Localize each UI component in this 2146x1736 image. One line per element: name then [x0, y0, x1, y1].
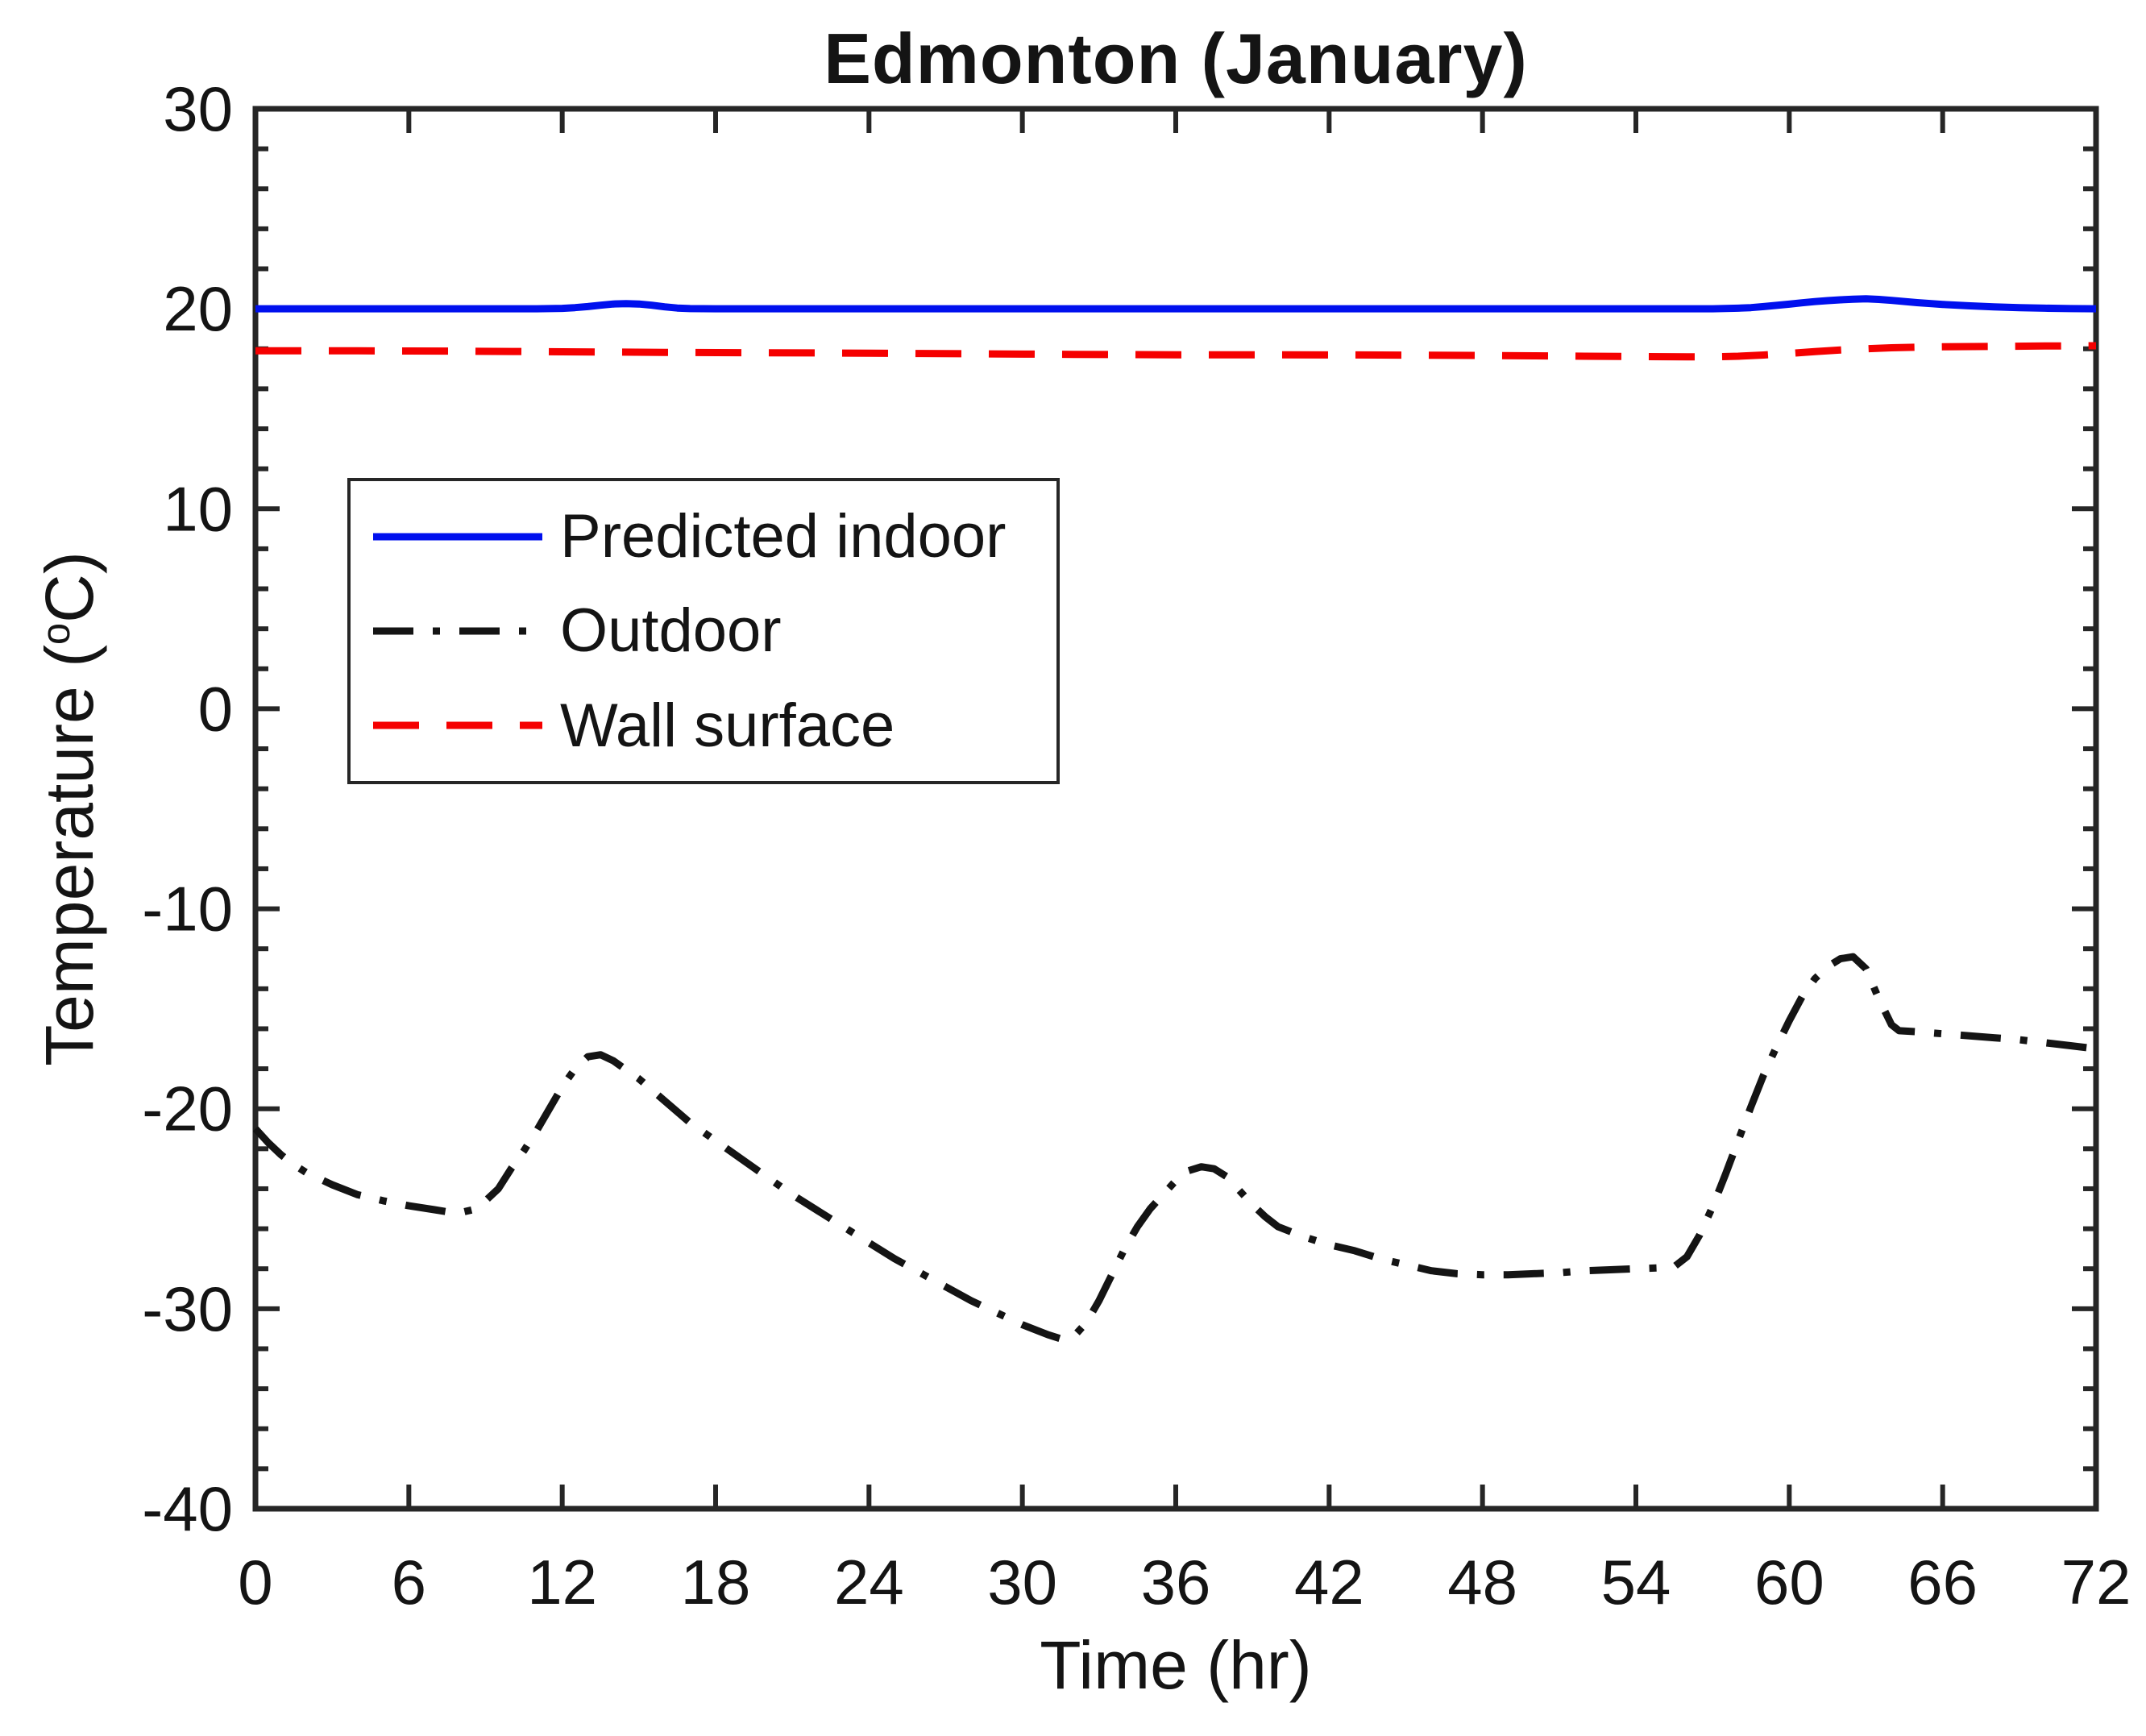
chart-title: Edmonton (January) [255, 18, 2096, 100]
y-axis-label: Temperature (oC) [31, 109, 109, 1509]
y-axis-label-degree: o [35, 622, 78, 645]
series-indoor-line [255, 295, 2097, 313]
y-tick-label: -40 [142, 1473, 233, 1544]
y-tick-label: -10 [142, 874, 233, 945]
legend-label: Predicted indoor [560, 502, 1007, 571]
legend-item-predicted-indoor: Predicted indoor [351, 501, 1056, 571]
y-tick-label: 10 [163, 473, 233, 544]
x-tick-label: 30 [987, 1547, 1057, 1618]
legend-item-wall-surface: Wall surface [351, 691, 1056, 761]
x-tick-label: 12 [527, 1547, 597, 1618]
x-axis-label-text: Time (hr) [1040, 1627, 1312, 1703]
x-tick-label: 60 [1754, 1547, 1824, 1618]
y-axis-ticks: 30 20 10 0 -10 -20 -30 -40 [142, 73, 2096, 1544]
x-tick-label: 66 [1907, 1547, 1978, 1618]
x-tick-label: 54 [1601, 1547, 1671, 1618]
x-axis-ticks: 0 6 12 18 24 30 36 42 48 54 60 66 72 [238, 109, 2131, 1618]
legend-box: Predicted indoor Outdoor Wall surface [347, 478, 1060, 784]
y-tick-label: -20 [142, 1074, 233, 1144]
plot-border [252, 106, 2099, 1512]
legend-label: Outdoor [560, 596, 782, 666]
y-tick-label: -30 [142, 1273, 233, 1344]
y-axis-label-suffix: C) [31, 551, 107, 623]
x-tick-label: 0 [238, 1547, 272, 1618]
y-tick-label: 30 [163, 73, 233, 144]
x-tick-label: 48 [1447, 1547, 1517, 1618]
x-tick-label: 24 [834, 1547, 904, 1618]
y-axis-label-prefix: Temperature ( [31, 644, 107, 1066]
legend-line-solid-blue-icon [373, 533, 542, 541]
x-tick-label: 36 [1141, 1547, 1211, 1618]
x-tick-label: 6 [392, 1547, 426, 1618]
y-tick-label: 20 [163, 273, 233, 344]
legend-label: Wall surface [560, 691, 895, 760]
legend-line-dashed-red-icon [373, 721, 542, 729]
chart-title-text: Edmonton (January) [824, 19, 1528, 98]
legend-line-dashdot-black-icon [373, 627, 542, 635]
x-tick-label: 18 [681, 1547, 751, 1618]
y-tick-label: 0 [198, 673, 233, 744]
x-axis-label: Time (hr) [255, 1626, 2096, 1705]
legend-item-outdoor: Outdoor [351, 596, 1056, 666]
series-wall-line [255, 342, 2097, 361]
series-outdoor-line [252, 953, 2097, 1343]
x-tick-label: 42 [1294, 1547, 1364, 1618]
x-tick-label: 72 [2061, 1547, 2131, 1618]
